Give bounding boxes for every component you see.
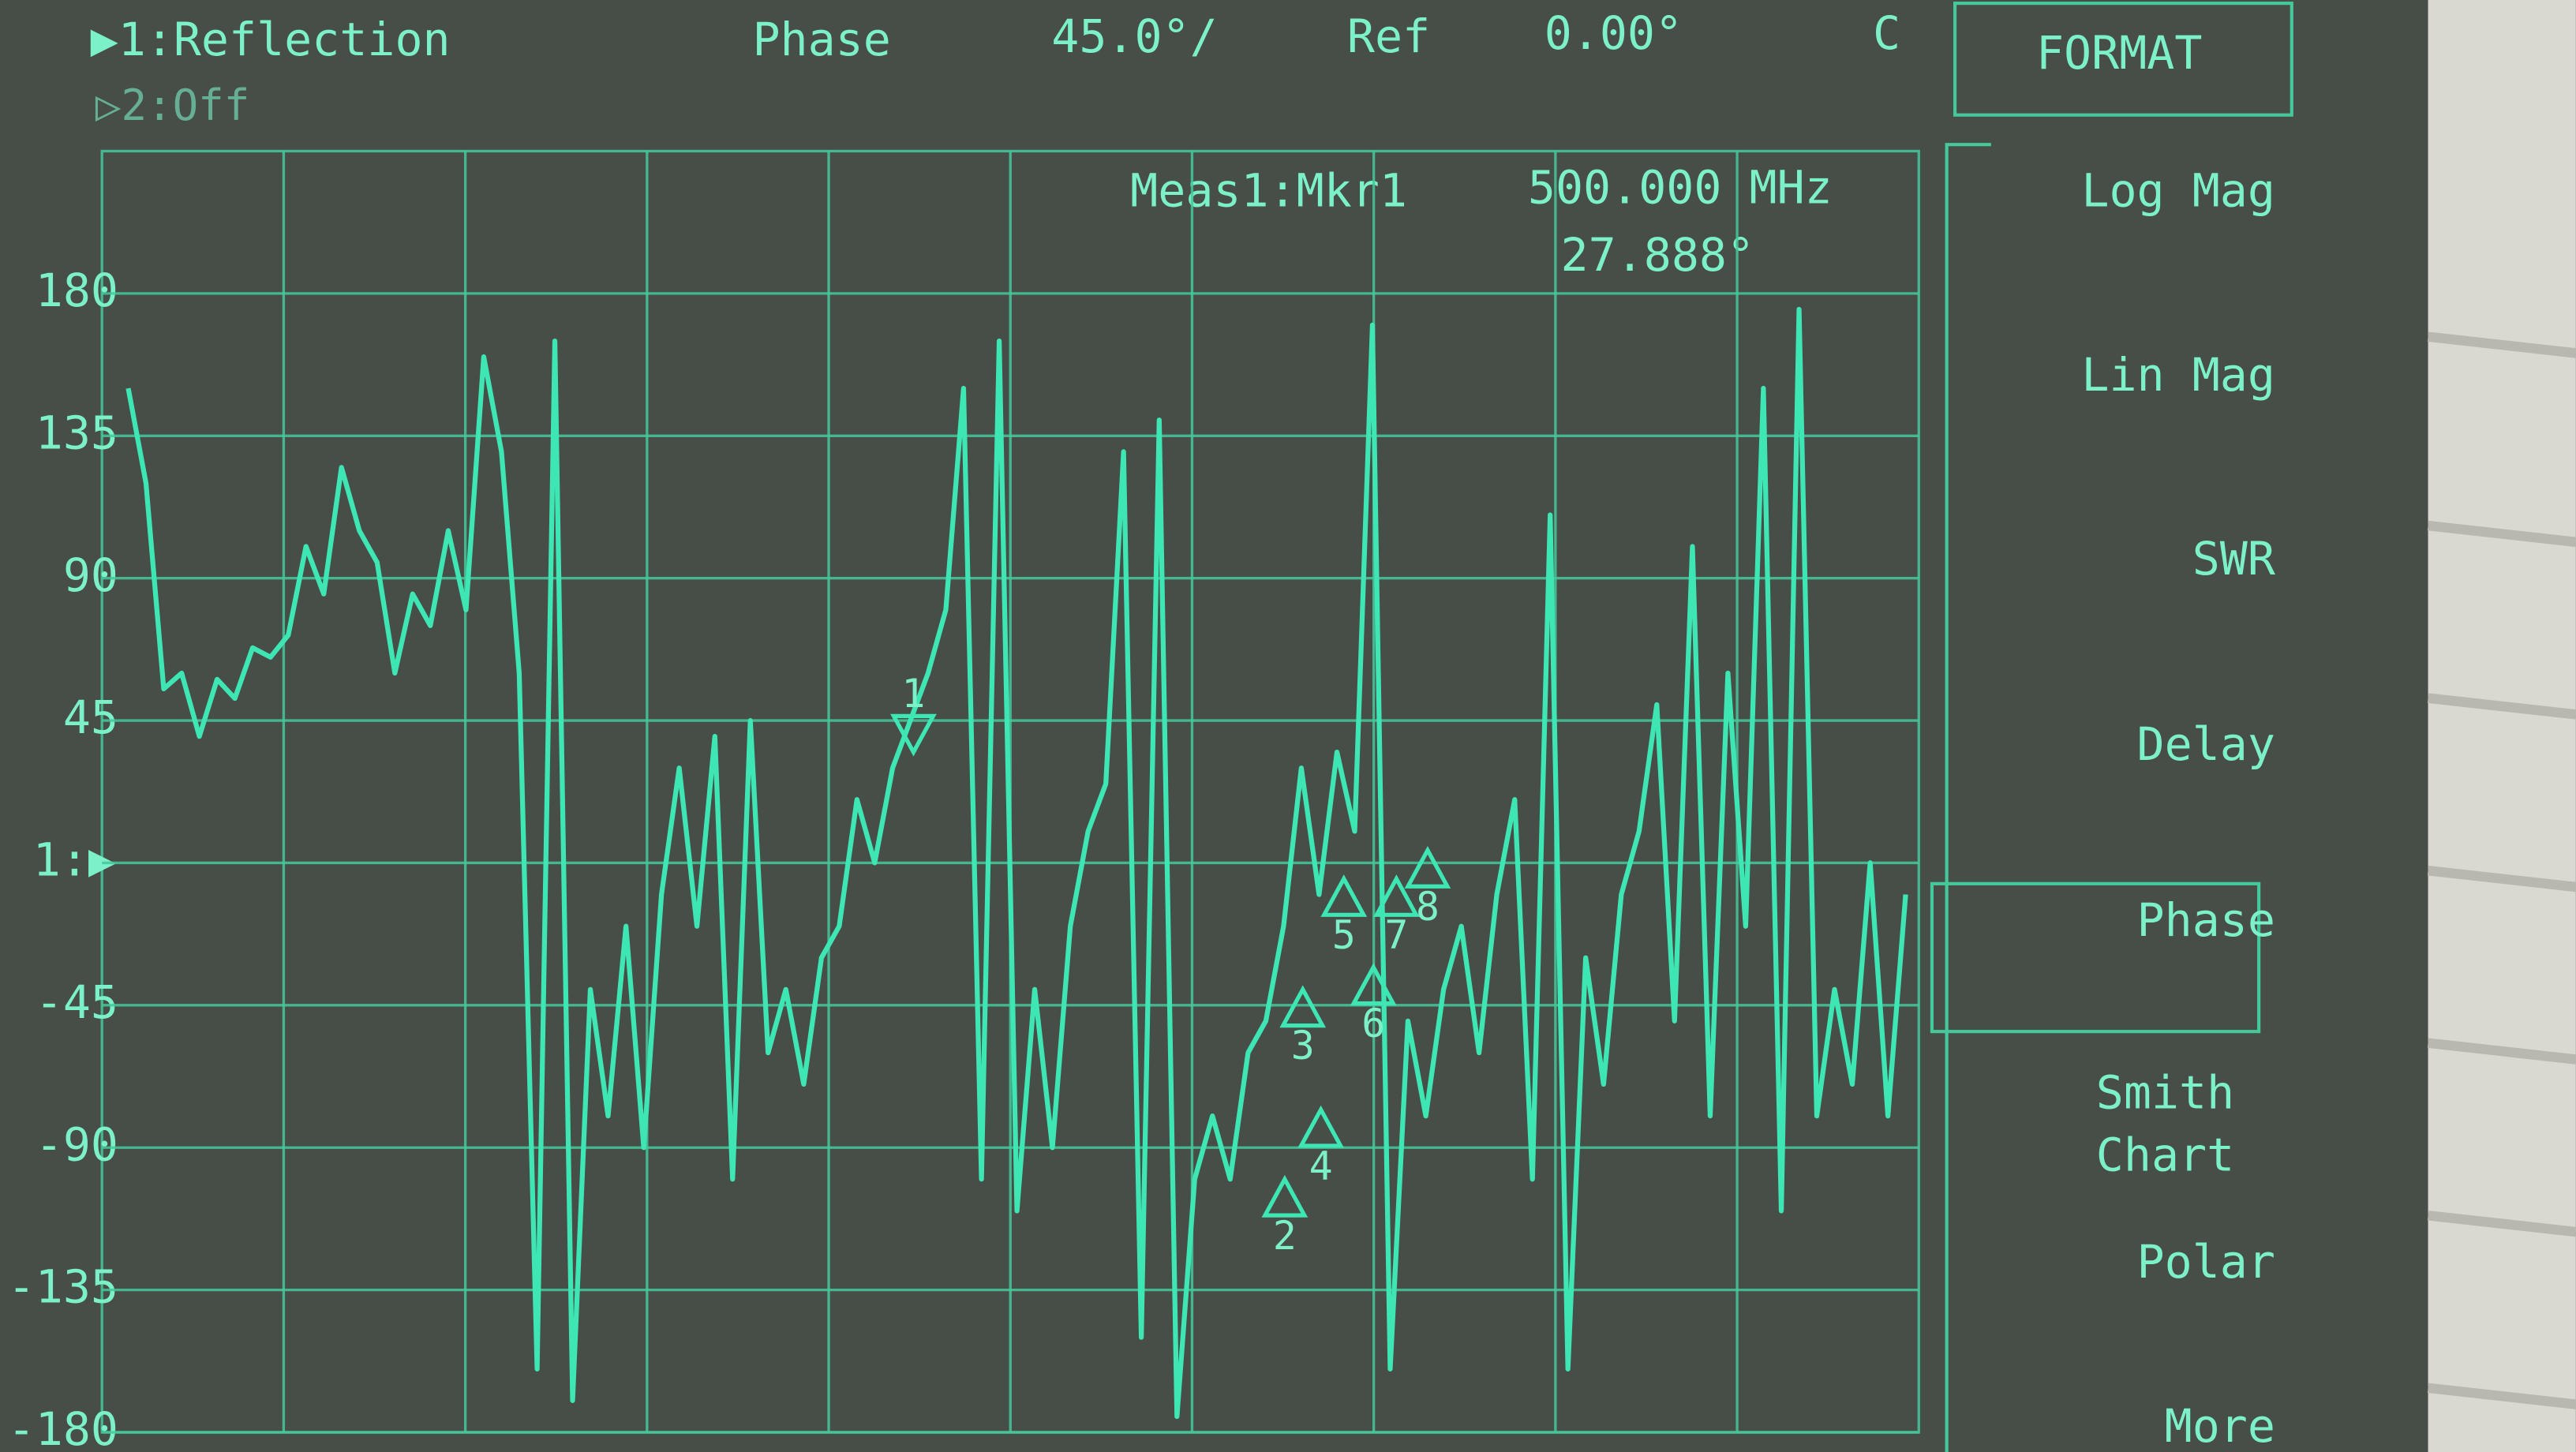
marker-label: 4 [1309,1143,1333,1189]
marker [1404,845,1451,889]
marker-name: Meas1:Mkr1 [1130,164,1407,218]
marker [1350,963,1397,1006]
softkey[interactable]: Delay [2137,717,2275,771]
marker-label: 6 [1361,1001,1385,1046]
marker [1261,1174,1309,1218]
softkey[interactable]: SWR [2192,532,2276,586]
channel1-label: ▶1:Reflection [91,13,451,66]
marker [1297,1105,1344,1148]
softkey[interactable]: Phase [2137,893,2275,947]
y-tick-label: -45 [36,975,118,1029]
softkey[interactable]: More [2165,1399,2275,1452]
softkey-selected-box [1930,881,2261,1034]
softkey[interactable]: Smith Chart [2096,1065,2234,1181]
softkey-panel: Log Mag Lin Mag SWR Delay Phase Smith Chart Pol… [1930,164,2276,1452]
y-tick-label: 180 [36,264,118,317]
marker [1279,985,1327,1028]
format-label: Phase [752,13,890,66]
y-tick-label: -90 [36,1117,118,1171]
softkey-title-box [1953,2,2293,117]
y-tick-label: 135 [36,406,118,459]
marker-label: 2 [1273,1213,1297,1259]
ref-value: 0.00° [1544,6,1683,60]
scale-label: 45.0°/ [1051,9,1217,63]
softkey-bracket [1945,143,1991,1452]
softkey-title: FORMAT [2036,26,2202,80]
softkey[interactable]: Lin Mag [2081,348,2275,402]
y-tick-label: -180 [8,1402,118,1452]
softkey[interactable]: Polar [2137,1235,2275,1289]
y-tick-label: 45 [63,690,118,744]
trace [125,306,1908,1420]
marker-label: 7 [1384,912,1408,958]
marker-frequency: 500.000 MHz [1528,161,1833,215]
softkey[interactable]: Log Mag [2081,164,2275,218]
y-tick-label: 90 [63,548,118,602]
channel2-label: ▷2:Off [95,80,249,130]
bezel [2428,0,2576,1452]
flag: C [1873,6,1900,60]
marker-label: 8 [1416,884,1440,930]
ref-label: Ref [1347,9,1430,63]
marker-label: 3 [1291,1023,1315,1068]
marker [890,713,937,757]
bezel-ridges [2427,331,2576,1409]
y-tick-label: -135 [8,1260,118,1314]
marker-label: 5 [1332,912,1356,958]
marker [1373,874,1420,917]
y-tick-label: 1:▶ [33,833,116,887]
marker [1320,874,1368,917]
marker-value: 27.888° [1561,228,1755,282]
marker-label: 1 [901,671,925,717]
